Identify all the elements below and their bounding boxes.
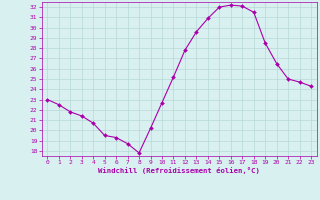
X-axis label: Windchill (Refroidissement éolien,°C): Windchill (Refroidissement éolien,°C) xyxy=(98,167,260,174)
